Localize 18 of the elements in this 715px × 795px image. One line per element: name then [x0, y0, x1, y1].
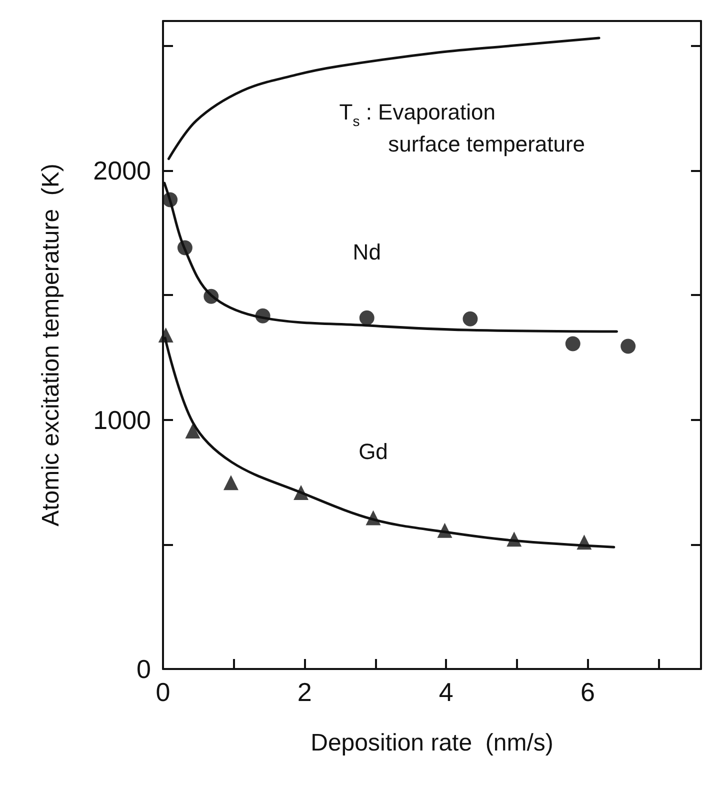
x-tick-label: 6: [580, 677, 595, 707]
x-axis-title: Deposition rate (nm/s): [310, 730, 554, 756]
point: [359, 310, 374, 326]
point: [620, 338, 636, 354]
x-tick-label: 4: [438, 677, 454, 707]
y-tick-label: 1000: [93, 404, 151, 435]
point: [223, 475, 238, 490]
point: [565, 336, 580, 352]
text: Gd: [358, 439, 388, 464]
y-tick-label: 0: [136, 654, 151, 684]
y-tick-label: 2000: [93, 156, 151, 186]
line-series: [167, 36, 600, 160]
point: [462, 311, 478, 326]
point: [185, 423, 200, 438]
x-tick-label: 0: [156, 677, 170, 707]
text: Nd: [352, 239, 381, 264]
x-tick-label: 2: [297, 677, 312, 707]
y-axis-title: Atomic excitation temperature (K): [38, 164, 64, 526]
